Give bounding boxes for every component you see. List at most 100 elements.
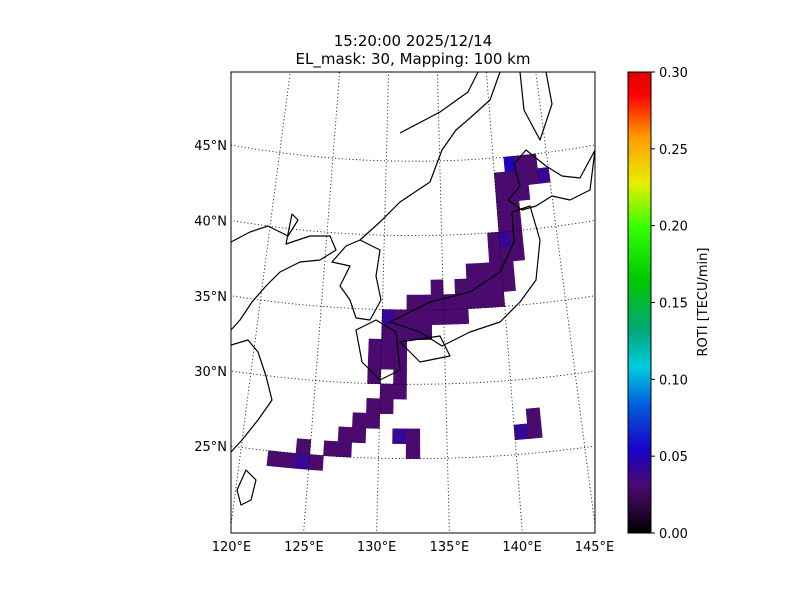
- colorbar-tick-label: 0.10: [659, 373, 688, 388]
- colorbar-tick-label: 0.00: [659, 527, 688, 542]
- roti-cell: [379, 383, 394, 400]
- roti-cell: [367, 353, 382, 370]
- y-tick-label: 25°N: [194, 440, 227, 455]
- meridian: [535, 72, 595, 529]
- roti-cell: [514, 154, 528, 172]
- coastline: [231, 339, 273, 453]
- x-tick-label: 140°E: [502, 540, 542, 555]
- roti-cell: [495, 186, 509, 203]
- roti-cell: [431, 309, 445, 325]
- roti-cell: [526, 168, 540, 185]
- meridian: [231, 72, 291, 529]
- coastline: [399, 72, 479, 134]
- roti-cell: [351, 427, 367, 444]
- roti-cell: [393, 368, 407, 385]
- roti-cell: [488, 246, 502, 264]
- roti-cell: [493, 171, 507, 189]
- y-tick-label: 45°N: [194, 139, 227, 154]
- roti-cell: [490, 276, 504, 293]
- roti-cell: [454, 293, 469, 310]
- map-frame: [230, 71, 596, 534]
- coastline: [519, 72, 553, 141]
- roti-cell: [502, 275, 516, 292]
- roti-cell: [507, 200, 521, 217]
- roti-cell: [527, 422, 543, 439]
- colorbar-tick-label: 0.25: [659, 143, 688, 158]
- roti-cell: [294, 453, 311, 470]
- roti-cell: [380, 353, 395, 370]
- roti-cell: [295, 438, 312, 455]
- roti-cell: [430, 294, 444, 311]
- x-tick-label: 120°E: [212, 540, 252, 555]
- roti-cell: [308, 454, 324, 471]
- y-tick-label: 35°N: [194, 290, 227, 305]
- roti-cell: [368, 338, 382, 355]
- roti-cell: [513, 423, 530, 441]
- x-tick-label: 125°E: [284, 540, 324, 555]
- roti-cell: [504, 170, 518, 188]
- roti-cell: [443, 308, 457, 325]
- roti-cell: [366, 398, 381, 414]
- roti-cell: [405, 443, 421, 459]
- roti-cell: [380, 338, 395, 355]
- roti-cell: [392, 428, 407, 445]
- roti-cell: [465, 263, 479, 280]
- meridian: [485, 72, 523, 533]
- roti-cell: [418, 309, 432, 326]
- roti-cell: [467, 292, 481, 309]
- roti-cell: [266, 450, 283, 468]
- roti-cell: [392, 383, 407, 400]
- roti-cell: [537, 166, 551, 184]
- roti-cell: [524, 153, 538, 171]
- coastline: [507, 149, 595, 211]
- meridian: [303, 72, 341, 533]
- parallel: [231, 144, 595, 162]
- roti-cell: [497, 216, 511, 233]
- chart-subtitle: EL_mask: 30, Mapping: 100 km: [296, 50, 531, 69]
- roti-cell: [466, 278, 480, 295]
- roti-cell: [336, 441, 352, 458]
- y-tick-label: 40°N: [194, 214, 227, 229]
- coastline: [359, 72, 501, 241]
- colorbar: [627, 71, 652, 534]
- coastline: [331, 239, 382, 321]
- roti-cell: [337, 426, 353, 443]
- roti-cell: [323, 440, 339, 457]
- y-tick-label: 30°N: [194, 365, 227, 380]
- colorbar-tick-label: 0.20: [659, 220, 688, 235]
- roti-cell: [525, 407, 542, 425]
- coastline: [399, 335, 451, 363]
- meridian: [436, 72, 450, 533]
- roti-cell: [430, 279, 444, 296]
- roti-cell: [508, 215, 523, 232]
- parallel: [231, 445, 595, 460]
- roti-cell: [511, 244, 526, 262]
- data-layer: [266, 153, 551, 471]
- roti-cell: [477, 262, 491, 279]
- coastlines: [231, 72, 595, 506]
- roti-cell: [367, 368, 382, 385]
- roti-cell: [500, 260, 515, 278]
- coastline: [231, 213, 337, 331]
- roti-cell: [406, 324, 420, 340]
- roti-cell: [454, 278, 468, 295]
- roti-cell: [405, 428, 421, 445]
- roti-cell: [510, 229, 524, 247]
- colorbar-label: ROTI [TECU/min]: [696, 248, 711, 357]
- roti-cell: [496, 201, 510, 218]
- roti-cell: [280, 451, 297, 469]
- roti-cell: [498, 230, 512, 248]
- chart-title: 15:20:00 2025/12/14: [334, 32, 493, 50]
- coastline: [389, 205, 541, 347]
- x-tick-label: 130°E: [357, 540, 397, 555]
- roti-cell: [491, 291, 506, 308]
- roti-cell: [455, 308, 470, 325]
- x-tick-label: 145°E: [575, 540, 615, 555]
- roti-cell: [479, 292, 493, 309]
- colorbar-tick-label: 0.30: [659, 66, 688, 81]
- x-tick-label: 135°E: [430, 540, 470, 555]
- meridian: [376, 72, 390, 533]
- roti-cell: [352, 412, 367, 429]
- colorbar-tick-label: 0.15: [659, 297, 688, 312]
